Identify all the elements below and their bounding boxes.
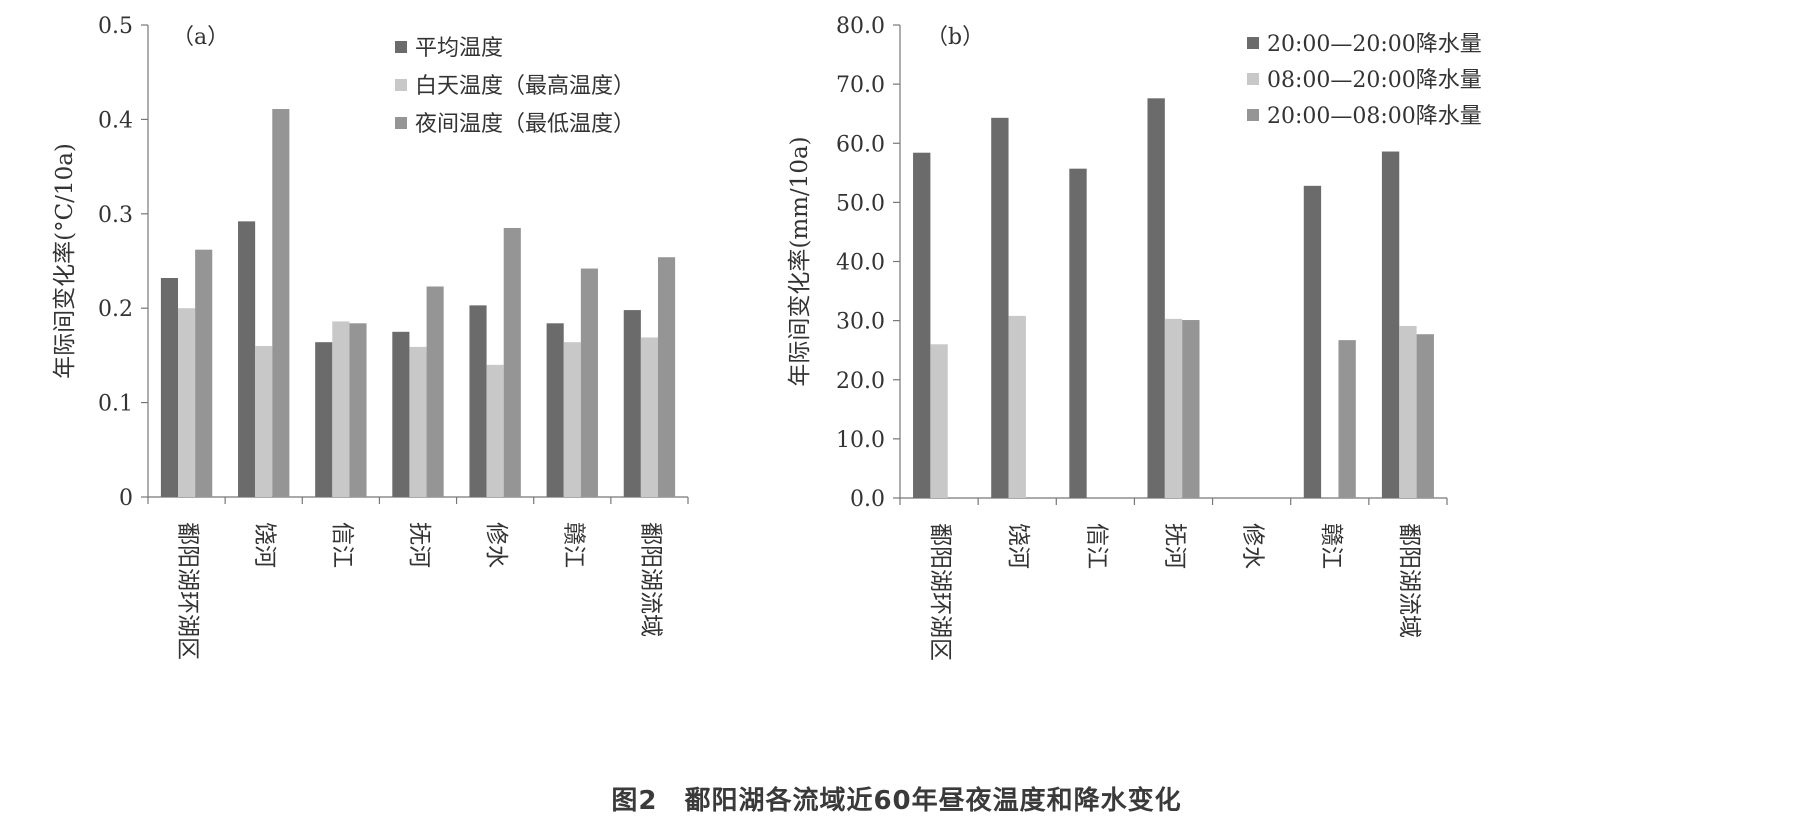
legend-label: 20:00—20:00降水量 — [1267, 32, 1482, 57]
y-tick-label: 0 — [119, 486, 133, 511]
bar — [160, 277, 179, 497]
legend-label: 白天温度（最高温度） — [415, 74, 635, 99]
bar — [546, 323, 564, 497]
bar — [332, 321, 350, 497]
legend-swatch — [395, 41, 407, 53]
x-category-label: 修水 — [1240, 523, 1266, 569]
bar — [178, 308, 196, 497]
x-category-label: 鄱阳湖环湖区 — [175, 522, 201, 660]
bar — [930, 344, 948, 498]
x-category-label: 鄱阳湖流域 — [1396, 523, 1422, 638]
figure-caption: 图2 鄱阳湖各流域近60年昼夜温度和降水变化 — [611, 786, 1182, 816]
bar — [1303, 185, 1322, 498]
x-category-label: 鄱阳湖流域 — [637, 522, 663, 637]
bar — [991, 117, 1009, 499]
chart-b: 0.0 10.0 20.0 30.0 40.0 50.0 60.0 70.0 80.0 鄱阳湖环湖… — [787, 14, 1482, 661]
bar — [1008, 315, 1026, 498]
bar — [238, 221, 256, 498]
bar — [1164, 318, 1183, 498]
y-tick-label: 0.2 — [98, 297, 133, 322]
legend-swatch — [1247, 73, 1259, 85]
bar — [1182, 320, 1200, 498]
y-tick-label: 0.3 — [98, 203, 133, 228]
legend-label: 平均温度 — [415, 36, 503, 61]
bar — [623, 310, 641, 497]
legend-swatch — [1247, 109, 1259, 121]
x-category-label: 鄱阳湖环湖区 — [927, 523, 953, 661]
panel-label: （a） — [172, 25, 229, 50]
legend-label: 夜间温度（最低温度） — [415, 112, 635, 137]
bar — [195, 249, 213, 497]
x-category-label: 信江 — [329, 522, 355, 568]
legend-swatch — [395, 117, 407, 129]
y-tick-label: 0.0 — [850, 487, 885, 512]
y-tick-label: 0.4 — [98, 108, 133, 133]
y-tick-label: 60.0 — [836, 132, 885, 157]
x-category-label: 饶河 — [252, 522, 278, 568]
bar — [563, 342, 581, 497]
x-category-label: 赣江 — [1318, 523, 1344, 569]
bar — [426, 286, 444, 497]
bar — [272, 109, 290, 498]
legend-swatch — [1247, 37, 1259, 49]
chart-a: 0 0.1 0.2 0.3 0.4 0.5 鄱阳湖环湖区 饶河 信江 抚河 修水 赣江 鄱阳湖流域 年际间… — [52, 14, 689, 660]
y-tick-label: 70.0 — [836, 73, 885, 98]
bar — [349, 323, 367, 497]
bar — [1399, 325, 1417, 498]
legend-label: 08:00—20:00降水量 — [1267, 68, 1482, 93]
y-tick-label: 80.0 — [836, 14, 885, 39]
y-tick-label: 50.0 — [836, 191, 885, 216]
bar — [503, 227, 521, 497]
bar — [580, 268, 598, 497]
legend-label: 20:00—08:00降水量 — [1267, 104, 1482, 129]
y-tick-label: 20.0 — [836, 369, 885, 394]
legend-swatch — [395, 79, 407, 91]
bar — [913, 152, 931, 498]
y-tick-label: 30.0 — [836, 310, 885, 335]
bar — [315, 342, 333, 497]
x-category-label: 饶河 — [1005, 523, 1031, 569]
bar — [1147, 98, 1165, 498]
x-category-label: 赣江 — [560, 522, 586, 568]
y-tick-label: 40.0 — [836, 251, 885, 276]
bar — [1069, 168, 1087, 498]
y-tick-label: 10.0 — [836, 428, 885, 453]
bar — [469, 305, 487, 497]
x-category-label: 信江 — [1083, 523, 1109, 569]
y-axis-label: 年际间变化率(mm/10a) — [787, 136, 813, 386]
x-category-label: 抚河 — [406, 522, 432, 568]
bar — [1416, 334, 1434, 498]
y-tick-label: 0.1 — [98, 392, 133, 417]
panel-label: （b） — [926, 25, 984, 50]
x-category-label: 修水 — [483, 522, 509, 568]
y-axis-label: 年际间变化率(°C/10a) — [52, 143, 78, 379]
bar — [1338, 340, 1356, 498]
bar — [255, 345, 273, 497]
bar — [640, 337, 658, 497]
bar — [486, 364, 504, 497]
bar — [1381, 151, 1400, 498]
x-category-label: 抚河 — [1162, 523, 1188, 569]
bar — [657, 257, 676, 497]
bar — [409, 346, 427, 497]
y-tick-label: 0.5 — [98, 14, 133, 39]
bar — [392, 331, 410, 497]
